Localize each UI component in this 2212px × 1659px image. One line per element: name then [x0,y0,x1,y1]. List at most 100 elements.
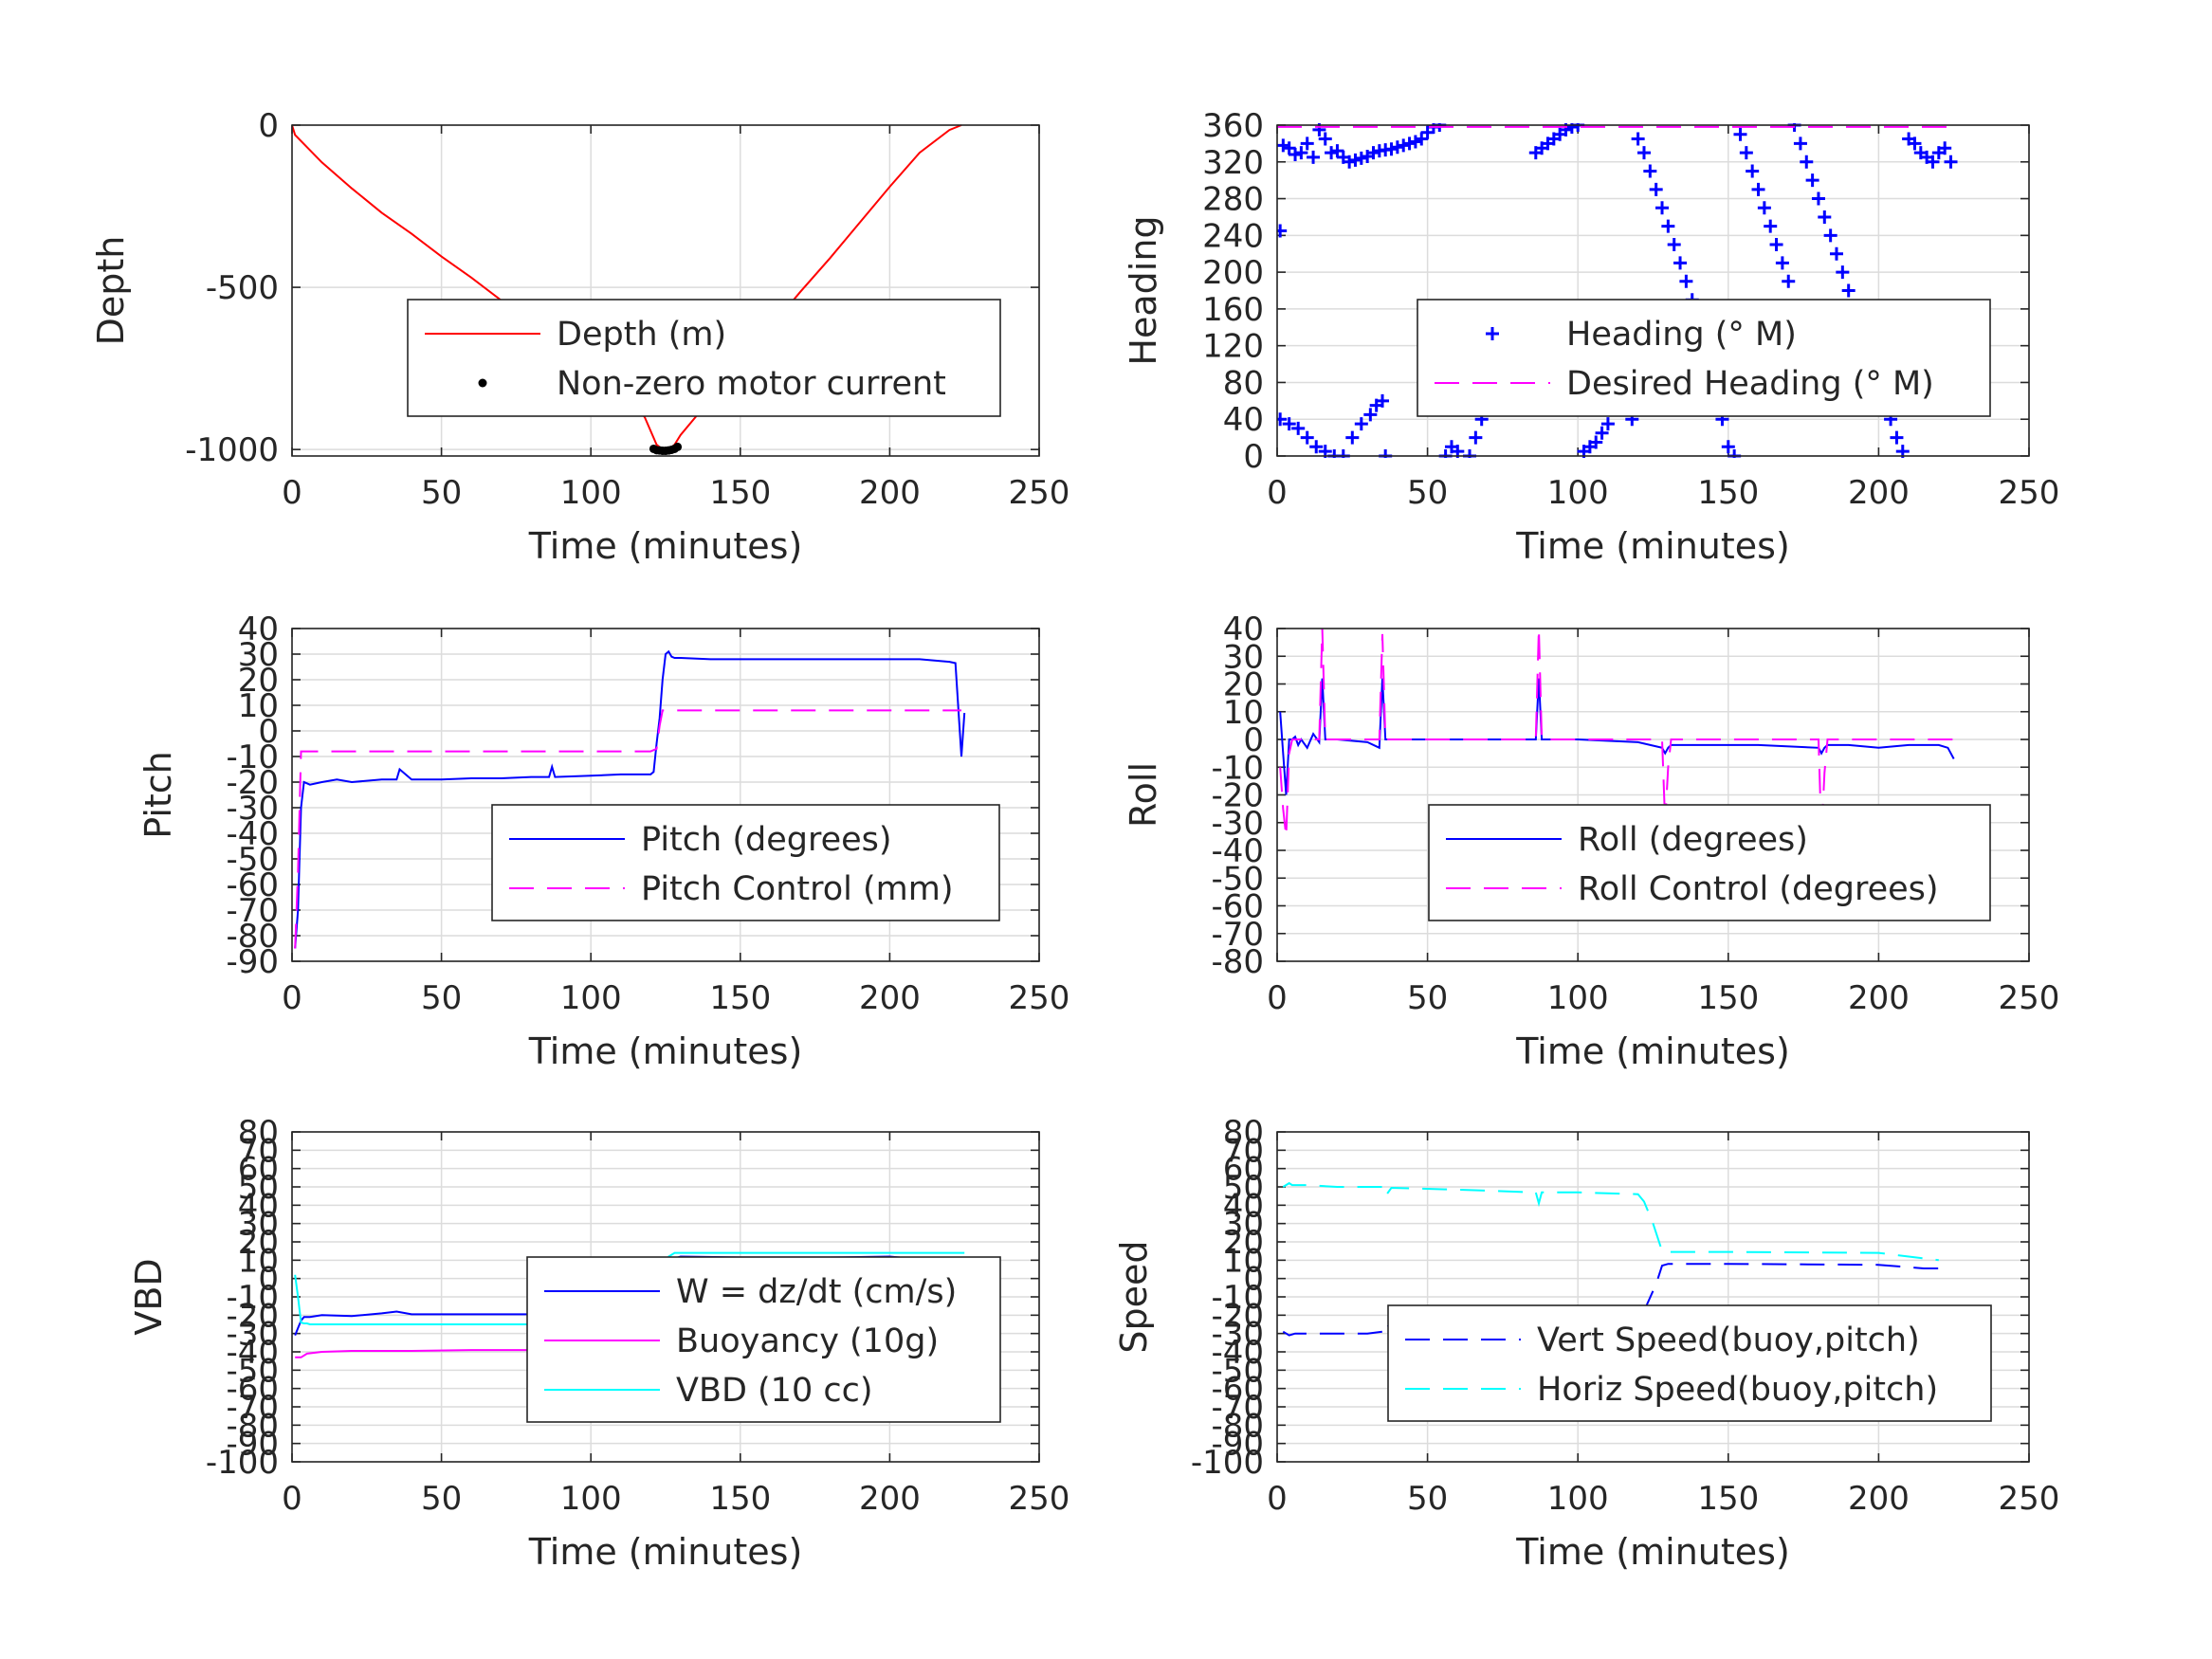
x-tick-label: 150 [709,1480,771,1518]
data-point [1277,224,1288,238]
x-tick-label: 100 [1547,979,1609,1017]
y-tick-label: 0 [258,1261,279,1299]
y-tick-label: -20 [226,1297,279,1335]
x-tick-label: 0 [282,1480,302,1518]
y-tick-label: -70 [1211,916,1264,954]
legend-label: VBD (10 cc) [676,1372,873,1410]
data-point [1938,141,1952,155]
y-tick-label: 0 [1243,721,1264,759]
data-point [1397,138,1411,153]
legend-swatch [1486,327,1499,340]
legend-box [407,299,1001,417]
y-tick-label: 50 [1223,1169,1264,1207]
y-tick-label: -40 [226,815,279,853]
y-tick-label: -30 [1211,805,1264,843]
data-point [1390,140,1404,155]
data-point [1415,132,1429,146]
y-tick-label: -20 [1211,777,1264,815]
data-point [1294,146,1308,160]
legend-label: Heading (° M) [1566,316,1797,354]
data-point [1277,138,1290,153]
speed-panel: 0 50 100 150 200 250-100-90-80-70-60-50-40-30… [1113,1114,2059,1573]
y-tick-label: -70 [226,1389,279,1427]
data-point [1823,228,1837,243]
x-axis-label: Time (minutes) [1515,525,1790,567]
y-tick-label: -10 [1211,1279,1264,1317]
legend-box [1417,299,1991,417]
x-tick-label: 250 [1009,1480,1070,1518]
data-point [1782,274,1796,288]
y-tick-label: -60 [1211,1371,1264,1409]
speed-axes-box [1276,1131,2030,1463]
x-tick-label: 150 [1697,979,1759,1017]
data-point [1354,417,1368,431]
data-point [1733,127,1747,141]
data-point [1667,238,1681,252]
legend-label: Depth (m) [557,316,726,354]
x-tick-label: 150 [709,979,771,1017]
data-point [1793,137,1807,151]
y-axis-label: Roll [1123,762,1164,828]
y-tick-label: 20 [1223,1224,1264,1262]
y-tick-label: 40 [238,1187,279,1225]
data-point [1366,146,1380,160]
y-tick-label: 10 [1223,1242,1264,1280]
y-tick-label: -70 [226,892,279,930]
y-tick-label: -60 [1211,888,1264,926]
y-tick-label: -80 [226,918,279,956]
x-tick-label: 100 [560,979,622,1017]
y-tick-label: -40 [1211,1334,1264,1372]
y-tick-label: -40 [226,1334,279,1372]
data-point [1300,137,1314,151]
x-tick-label: 250 [1999,1480,2060,1518]
x-tick-label: 100 [1547,1480,1609,1518]
series-line-0 [294,649,966,949]
y-tick-label: 40 [1223,1187,1264,1225]
y-tick-label: 80 [238,1114,279,1152]
x-tick-label: 50 [421,474,462,512]
series-line-1 [294,709,961,949]
data-point [1769,238,1783,252]
data-point [1643,164,1657,178]
heading-legend: Heading (° M) Desired Heading (° M) [1417,299,1991,417]
data-point [1300,430,1314,445]
y-tick-label: 120 [1202,328,1264,366]
x-tick-label: 250 [1999,474,2060,512]
y-tick-label: -60 [226,1371,279,1409]
y-tick-label: -50 [1211,1352,1264,1390]
y-tick-label: -500 [206,269,279,307]
y-tick-label: -80 [226,1407,279,1445]
data-point [1384,142,1398,156]
y-tick-label: 240 [1202,217,1264,255]
heading-panel: 0 50 100 150 200 2500408012016020024028032036… [1123,107,2059,567]
y-tick-label: -90 [1211,1426,1264,1464]
x-tick-label: 50 [421,979,462,1017]
y-tick-label: 60 [1223,1151,1264,1189]
series-line-1 [1282,1181,1939,1262]
roll-data [1279,628,1955,837]
y-axis-label: Heading [1123,215,1164,365]
x-tick-label: 50 [1407,1480,1448,1518]
y-tick-label: -10 [1211,749,1264,787]
legend-label: Roll Control (degrees) [1578,870,1939,908]
heading-axes-box [1276,124,2030,457]
y-tick-label: 80 [1223,364,1264,402]
data-point [1348,153,1362,167]
series-line-0 [292,124,962,451]
data-point [1345,430,1360,445]
data-point [1751,182,1765,196]
x-tick-label: 150 [709,474,771,512]
y-tick-label: -80 [1211,1407,1264,1445]
x-tick-label: 0 [282,474,302,512]
y-tick-label: -50 [226,1352,279,1390]
x-tick-label: 100 [560,474,622,512]
speed-legend: Vert Speed(buoy,pitch) Horiz Speed(buoy,p… [1387,1304,1992,1422]
x-tick-label: 0 [1267,474,1288,512]
x-tick-label: 50 [1407,979,1448,1017]
data-point [1800,155,1814,169]
y-tick-label: 160 [1202,291,1264,329]
data-point [1649,182,1663,196]
depth-legend: Depth (m) Non-zero motor current [407,299,1001,417]
data-point [1595,426,1609,440]
data-point [1811,191,1825,206]
